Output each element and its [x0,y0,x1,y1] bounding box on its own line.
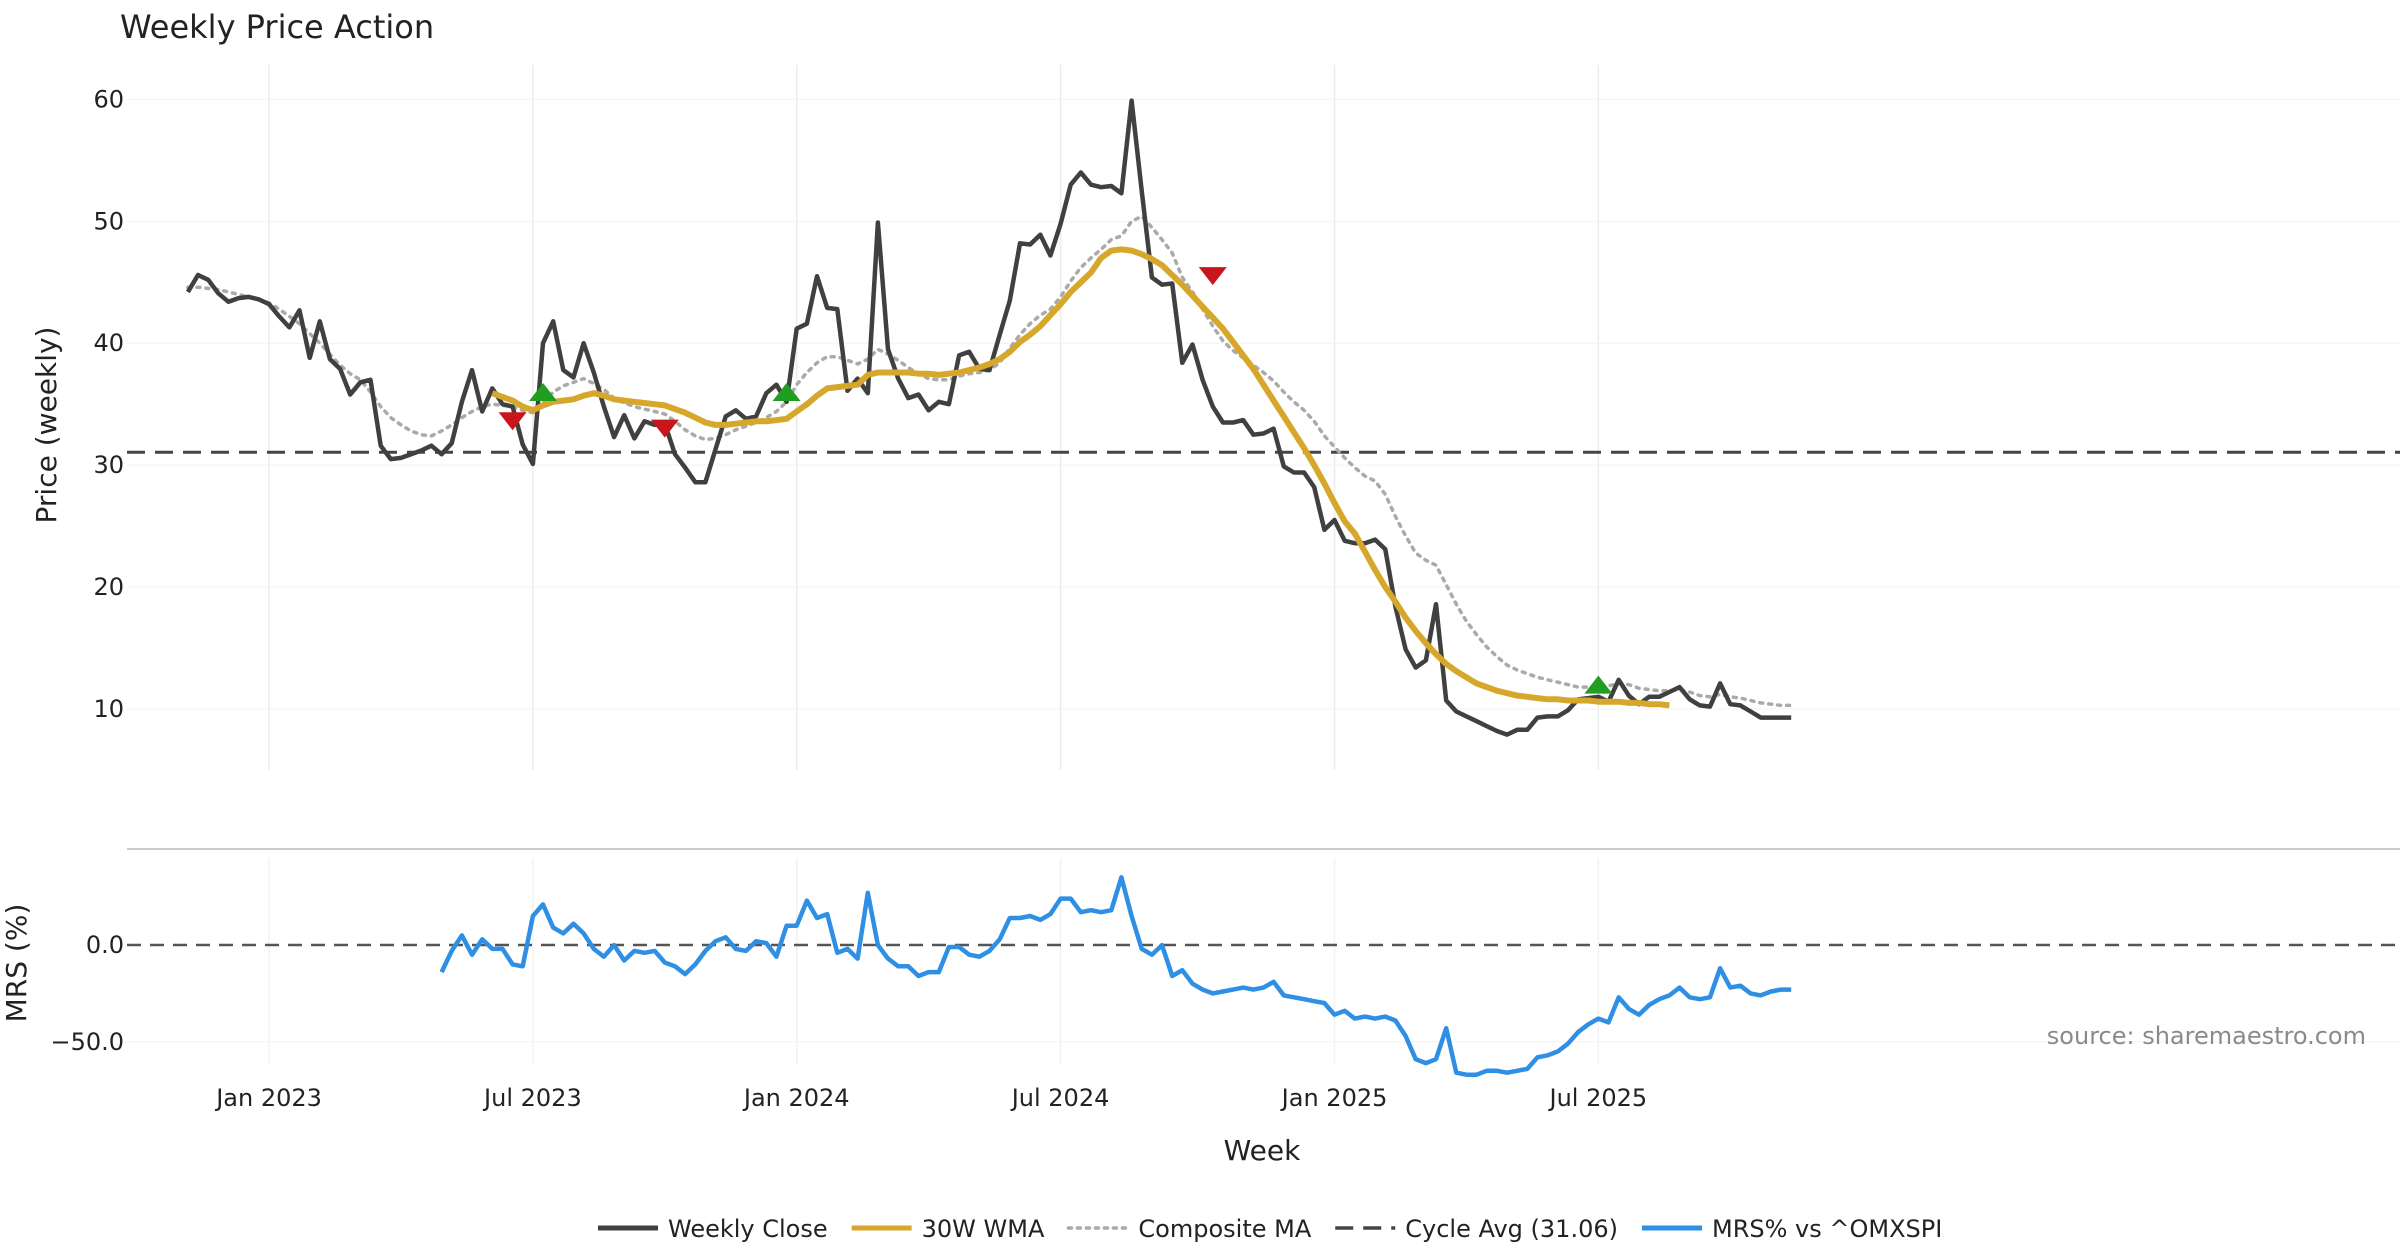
price-y-ticks: 10 20 30 40 50 60 [93,85,124,723]
x-tick-label: Jan 2024 [742,1084,850,1112]
mrs-y-tick-label: −50.0 [50,1028,124,1056]
legend-label: 30W WMA [922,1215,1045,1243]
legend-label: Composite MA [1138,1215,1311,1243]
chart-title: Weekly Price Action [120,8,434,46]
price-y-tick-label: 40 [93,329,124,357]
signal-markers [498,267,1613,694]
source-note: source: sharemaestro.com [2047,1022,2366,1050]
legend-label: MRS% vs ^OMXSPI [1712,1215,1942,1243]
wma-30w-line [491,246,1670,709]
composite-ma-line [186,214,1793,708]
price-y-tick-label: 50 [93,207,124,235]
sell-signal-marker [498,412,527,431]
mrs-line [439,875,1792,1077]
buy-signal-marker [772,383,801,402]
price-y-tick-label: 10 [93,695,124,723]
x-tick-label: Jul 2023 [482,1084,582,1112]
legend-label: Weekly Close [668,1215,828,1243]
x-tick-label: Jan 2023 [214,1084,322,1112]
x-tick-label: Jul 2025 [1548,1084,1648,1112]
buy-signal-marker [529,383,558,402]
price-y-tick-label: 20 [93,573,124,601]
price-gridlines [127,65,2400,1065]
mrs-y-axis-label: MRS (%) [0,904,33,1023]
x-ticks: Jan 2023 Jul 2023 Jan 2024 Jul 2024 Jan 2025… [214,1084,1647,1112]
sell-signal-marker [1198,267,1227,286]
legend-label: Cycle Avg (31.06) [1405,1215,1618,1243]
mrs-y-ticks: 0.0 −50.0 [50,931,2400,1056]
legend: Weekly Close 30W WMA Composite MA Cycle Avg… [598,1215,1942,1243]
x-tick-label: Jan 2025 [1280,1084,1388,1112]
x-tick-label: Jul 2024 [1010,1084,1110,1112]
mrs-y-tick-label: 0.0 [86,931,124,959]
price-y-tick-label: 30 [93,451,124,479]
price-y-axis-label: Price (weekly) [30,327,63,524]
buy-signal-marker [1584,675,1613,694]
price-y-tick-label: 60 [93,85,124,113]
x-axis-label: Week [1224,1134,1301,1167]
sell-signal-marker [650,419,679,438]
weekly-close-line [185,98,1792,737]
